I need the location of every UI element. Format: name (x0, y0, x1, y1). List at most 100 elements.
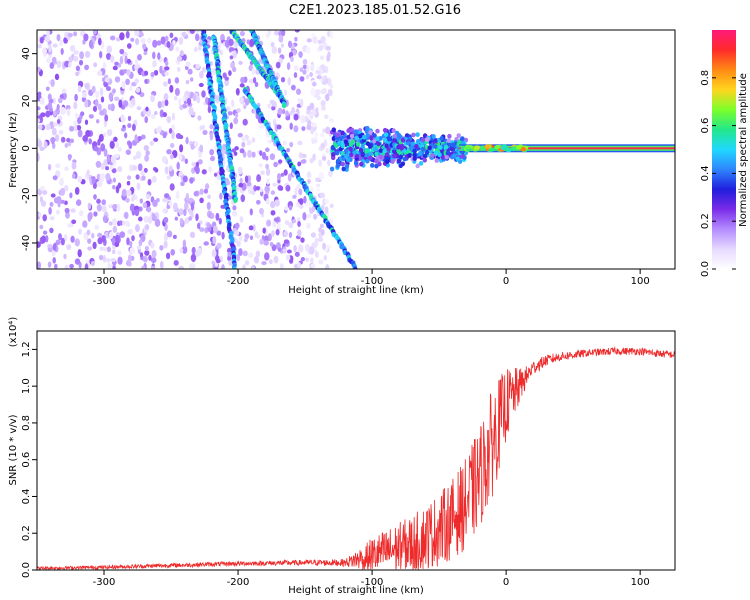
noise-cell (302, 58, 308, 65)
noise-cell (47, 261, 52, 268)
noise-cell (152, 199, 158, 208)
noise-cell (312, 36, 318, 44)
noise-cell (41, 47, 48, 55)
noise-cell (215, 212, 220, 221)
noise-cell (224, 76, 229, 81)
noise-cell (307, 120, 312, 126)
noise-cell (150, 71, 155, 78)
noise-cell (73, 55, 79, 62)
noise-cell (236, 240, 241, 247)
noise-cell (329, 118, 334, 123)
noise-cell (140, 37, 146, 44)
noise-cell (108, 221, 113, 226)
noise-cell (166, 40, 171, 49)
noise-cell (135, 87, 141, 93)
noise-cell (270, 41, 275, 48)
blob-cell (344, 153, 349, 159)
noise-cell (212, 236, 217, 245)
noise-cell (148, 216, 153, 224)
blob-cell (330, 145, 336, 151)
noise-cell (97, 103, 102, 111)
noise-cell (219, 50, 223, 56)
noise-cell (269, 241, 274, 247)
noise-cell (307, 178, 311, 184)
noise-cell (206, 222, 211, 228)
noise-cell (134, 30, 140, 37)
noise-cell (248, 252, 254, 259)
blob-cell (384, 143, 389, 149)
snr-y-tick-label: 0.8 (21, 415, 32, 431)
noise-cell (286, 62, 291, 71)
noise-cell (67, 32, 73, 38)
noise-cell (50, 79, 55, 88)
noise-cell (37, 124, 43, 130)
noise-cell (112, 265, 116, 269)
noise-cell (305, 64, 310, 73)
noise-cell (56, 209, 60, 215)
noise-cell (207, 105, 212, 114)
noise-cell (216, 230, 222, 236)
noise-cell (60, 106, 66, 115)
noise-cell (264, 185, 270, 193)
noise-cell (140, 170, 145, 176)
noise-cell (199, 197, 204, 204)
blob-cell (412, 156, 417, 162)
noise-cell (47, 163, 52, 171)
noise-cell (241, 136, 247, 142)
blob-cell (378, 136, 383, 141)
noise-cell (309, 157, 314, 164)
blob-cell (422, 153, 428, 159)
snr-frame (36, 330, 676, 571)
noise-cell (101, 205, 107, 213)
noise-cell (63, 185, 69, 192)
colorbar-tick-label: 0.6 (700, 118, 711, 134)
noise-cell (299, 198, 304, 205)
noise-cell (321, 76, 326, 82)
blob-cell (459, 136, 465, 142)
noise-cell (56, 118, 61, 125)
noise-cell (42, 214, 47, 222)
noise-cell (143, 167, 148, 173)
spectrogram-frame (36, 29, 676, 270)
blob-cell (340, 130, 345, 136)
noise-cell (188, 216, 193, 222)
noise-cell (320, 55, 324, 60)
noise-cell (137, 53, 142, 61)
noise-cell (73, 124, 78, 132)
noise-cell (96, 173, 101, 180)
noise-cell (52, 175, 58, 181)
noise-cell (117, 256, 123, 265)
noise-cell (272, 219, 277, 228)
noise-cell (112, 177, 117, 183)
noise-cell (283, 230, 289, 238)
noise-cell (128, 164, 134, 172)
noise-cell (264, 252, 270, 261)
noise-cell (47, 243, 53, 249)
noise-cell (256, 174, 262, 183)
noise-cell (162, 132, 167, 139)
noise-cell (232, 210, 238, 217)
snr-panel: -300 -200 -100 0 100 0.0 0.2 0.4 0.6 0.8 1.0 1.2 H… (8, 317, 676, 596)
noise-cell (240, 76, 245, 84)
blob-cell (412, 152, 417, 158)
noise-cell (53, 110, 57, 117)
noise-cell (183, 208, 187, 217)
noise-cell (140, 134, 146, 140)
blob-cell (382, 137, 388, 143)
noise-cell (227, 111, 233, 116)
noise-cell (216, 242, 222, 249)
noise-cell (189, 177, 194, 184)
noise-cell (248, 225, 254, 231)
noise-cell (164, 166, 169, 175)
noise-cell (54, 134, 60, 142)
noise-cell (119, 231, 126, 238)
noise-cell (99, 87, 104, 97)
noise-cell (237, 132, 243, 138)
noise-cell (163, 240, 168, 249)
noise-cell (135, 38, 140, 45)
noise-cell (119, 48, 125, 55)
carrier-cell (464, 144, 471, 150)
noise-cell (77, 129, 83, 138)
noise-cell (194, 165, 198, 172)
